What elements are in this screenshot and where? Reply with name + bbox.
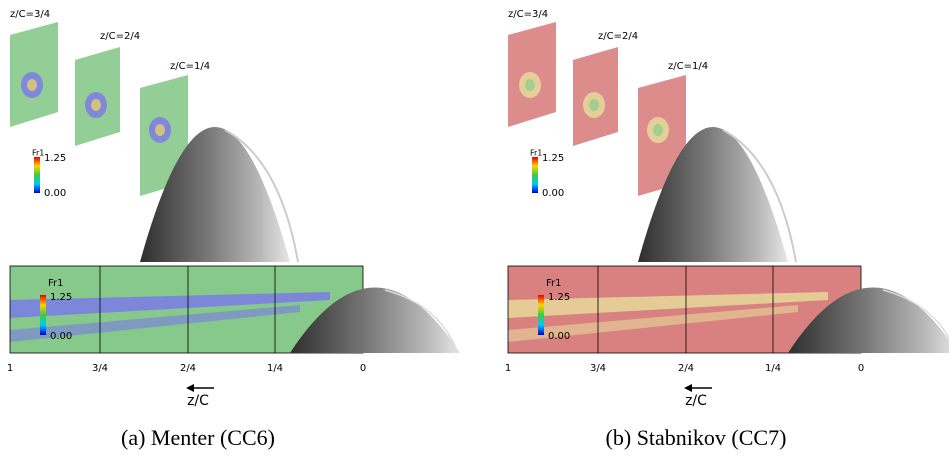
axis-arrowhead xyxy=(684,384,692,392)
slice-feature xyxy=(589,99,599,111)
wing-edge xyxy=(384,289,459,354)
wing-edge xyxy=(722,129,797,263)
slice-feature xyxy=(525,79,535,91)
strip-band xyxy=(10,305,300,342)
colorbar xyxy=(40,295,46,335)
axis-arrowhead xyxy=(186,384,194,392)
colorbar-title: Fr1 xyxy=(48,278,64,289)
strip-band xyxy=(508,305,798,342)
colorbar-max: 1.25 xyxy=(50,292,72,303)
axis-tick-label: 1 xyxy=(505,363,511,374)
wing-edge xyxy=(224,129,299,263)
axis-tick-label: 3/4 xyxy=(92,363,108,374)
strip-band xyxy=(10,292,330,318)
slice-label: z/C=1/4 xyxy=(170,61,210,72)
slice-feature xyxy=(27,79,37,91)
colorbar-max: 1.25 xyxy=(548,292,570,303)
wing-body xyxy=(638,127,788,262)
colorbar-min: 0.00 xyxy=(542,188,564,199)
colorbar-max: 1.25 xyxy=(44,153,66,164)
colorbar-min: 0.00 xyxy=(50,331,72,342)
axis-tick-label: 1/4 xyxy=(765,363,781,374)
axis-label: z/C xyxy=(187,393,209,409)
colorbar-title: Fr1 xyxy=(546,278,562,289)
slice-feature xyxy=(155,124,165,136)
axis-tick-label: 2/4 xyxy=(180,363,196,374)
axis-label: z/C xyxy=(685,393,707,409)
colorbar xyxy=(34,157,40,193)
colorbar-min: 0.00 xyxy=(548,331,570,342)
slice-label: z/C=1/4 xyxy=(668,61,708,72)
strip-band xyxy=(508,292,828,318)
slice-label: z/C=2/4 xyxy=(598,31,638,42)
axis-tick-label: 3/4 xyxy=(590,363,606,374)
slice-label: z/C=2/4 xyxy=(100,31,140,42)
axis-tick-label: 0 xyxy=(360,363,366,374)
axis-tick-label: 1 xyxy=(7,363,13,374)
slice-label: z/C=3/4 xyxy=(10,9,50,20)
slice-label: z/C=3/4 xyxy=(508,9,548,20)
colorbar-title: Fr1 xyxy=(530,149,542,158)
colorbar-min: 0.00 xyxy=(44,188,66,199)
caption: (b) Stabnikov (CC7) xyxy=(606,425,787,450)
colorbar-max: 1.25 xyxy=(542,153,564,164)
axis-tick-label: 1/4 xyxy=(267,363,283,374)
wing-body xyxy=(140,127,290,262)
slice-feature xyxy=(653,124,663,136)
colorbar xyxy=(532,157,538,193)
wing-edge xyxy=(882,289,949,340)
caption: (a) Menter (CC6) xyxy=(121,425,275,450)
axis-tick-label: 2/4 xyxy=(678,363,694,374)
colorbar-title: Fr1 xyxy=(32,149,44,158)
wing-body xyxy=(788,287,949,353)
colorbar xyxy=(538,295,544,335)
axis-tick-label: 0 xyxy=(858,363,864,374)
slice-feature xyxy=(91,99,101,111)
